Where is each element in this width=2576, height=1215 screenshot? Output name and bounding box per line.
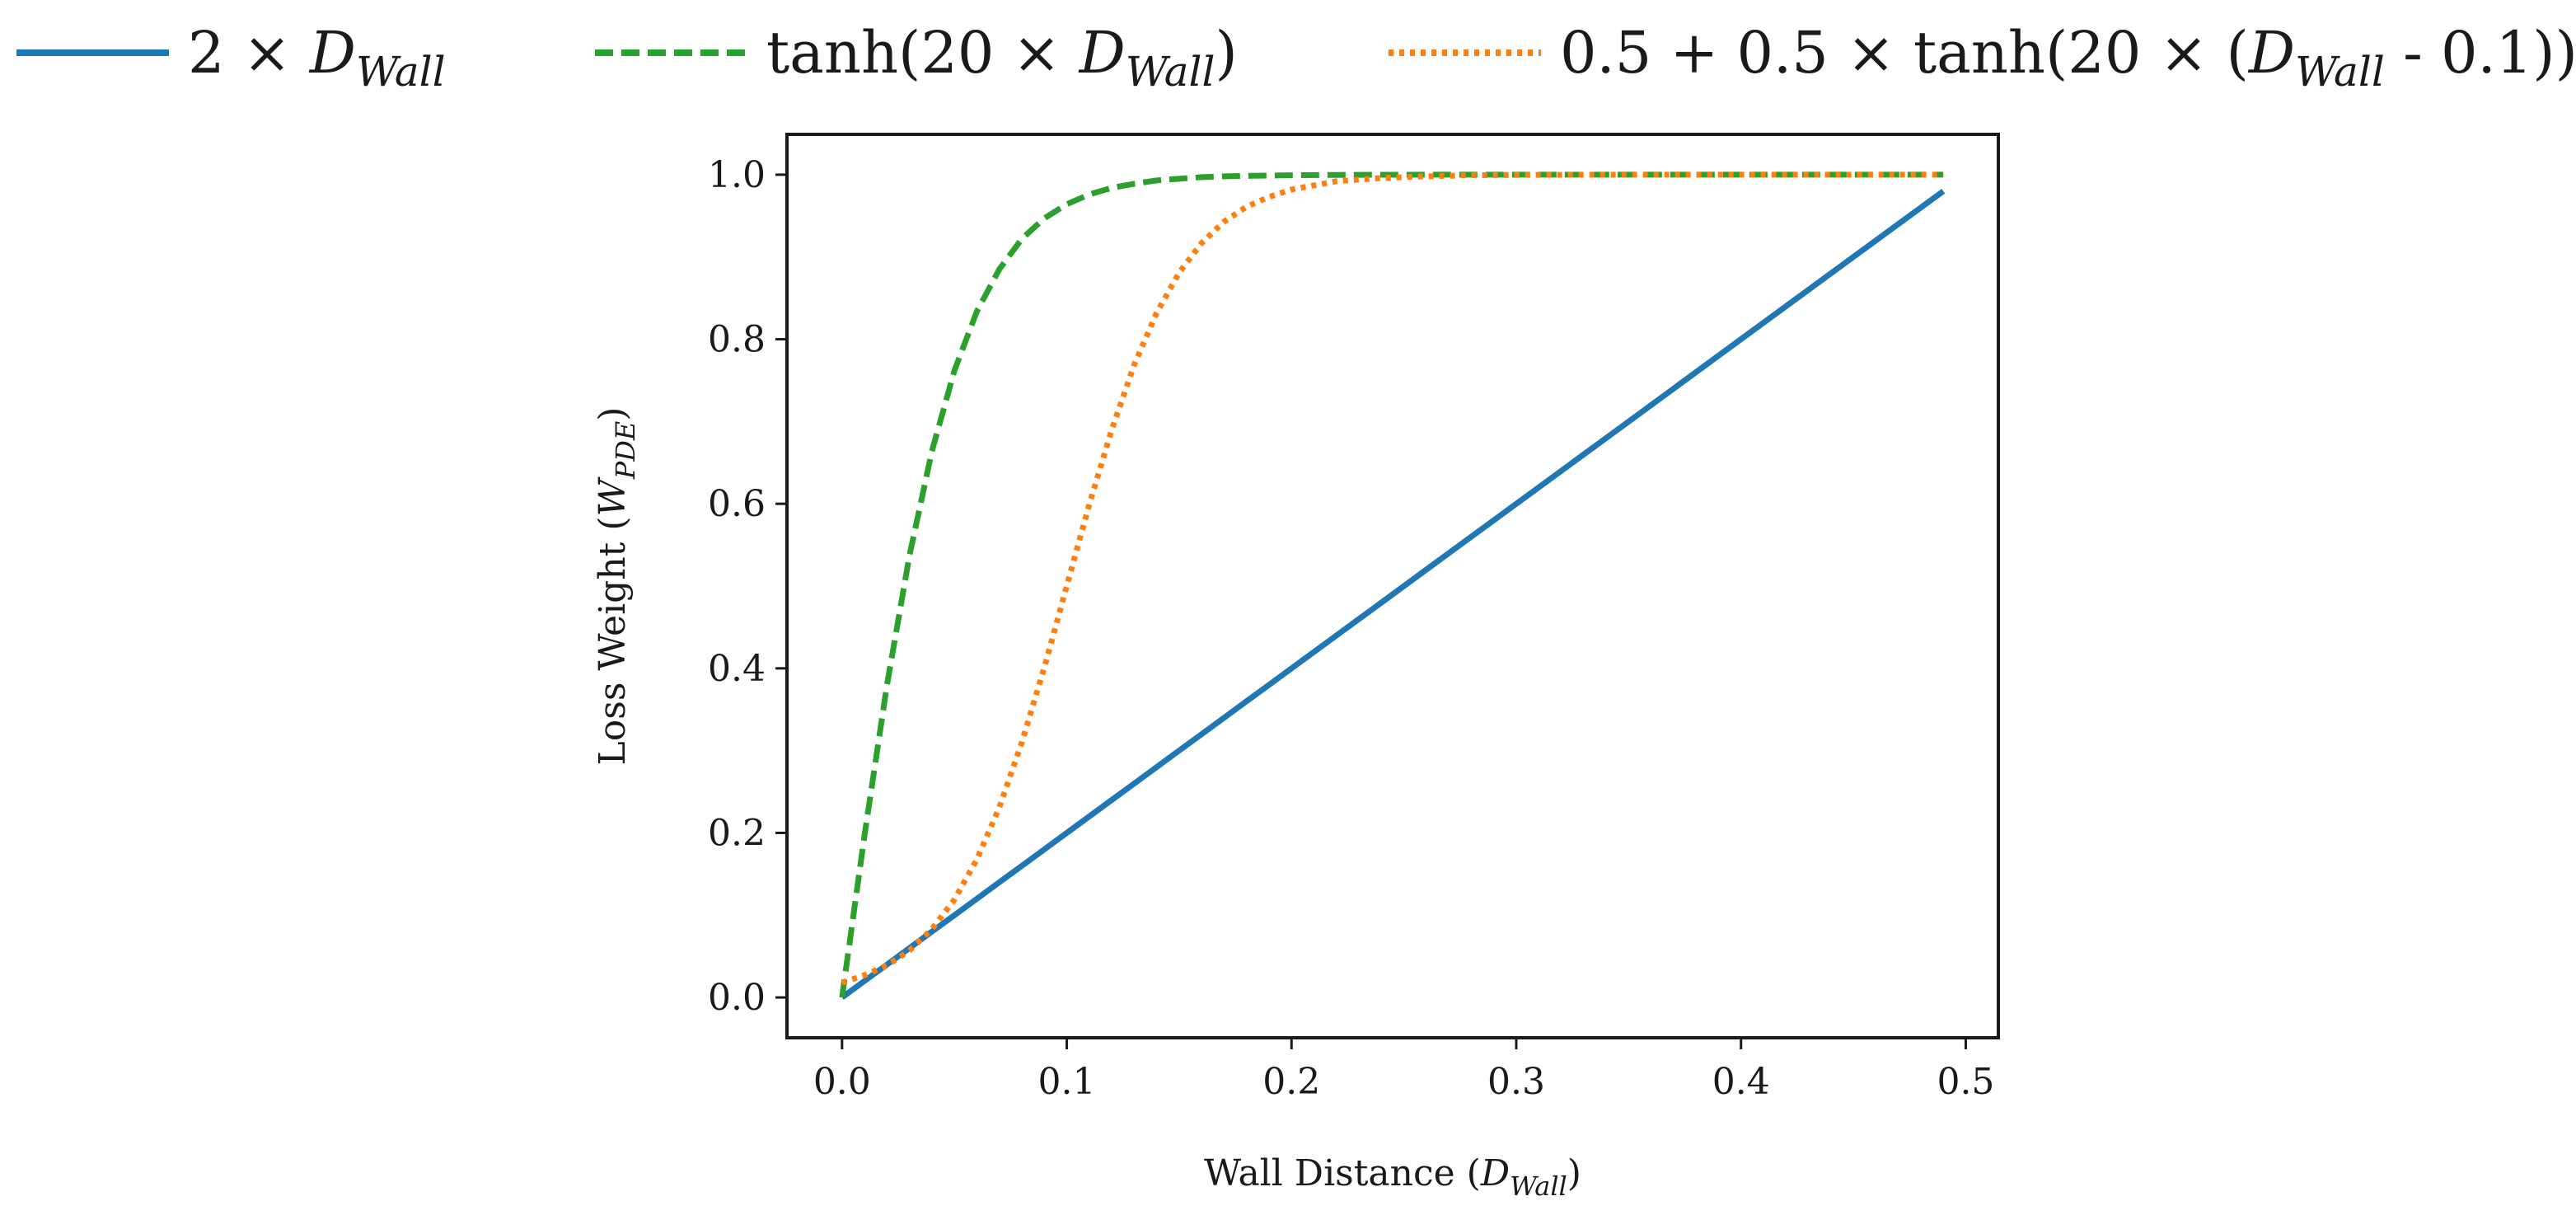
legend-label-post: ) bbox=[1215, 19, 1238, 87]
y-tick-label: 0.2 bbox=[708, 812, 766, 854]
legend-label-var: D bbox=[308, 19, 356, 87]
y-tick-label: 1.0 bbox=[708, 154, 766, 196]
legend-label-pre: 0.5 + 0.5 × tanh(20 × ( bbox=[1560, 19, 2249, 87]
legend-label-var: D bbox=[1078, 19, 1126, 87]
y-axis: 0.0 0.2 0.4 0.6 0.8 1.0 bbox=[708, 154, 787, 1019]
series-layer bbox=[839, 171, 1946, 1000]
y-axis-title-var: W bbox=[592, 476, 634, 517]
y-tick-label: 0.0 bbox=[708, 977, 766, 1019]
y-tick-label: 0.6 bbox=[708, 483, 766, 525]
x-axis-title: Wall Distance (DWall) bbox=[1204, 1152, 1581, 1202]
y-tick-label: 0.4 bbox=[708, 648, 766, 690]
y-axis-title-text: Loss Weight bbox=[592, 542, 634, 765]
x-axis: 0.0 0.1 0.2 0.3 0.4 0.5 bbox=[813, 1038, 1994, 1103]
legend-label-post: - 0.1)) bbox=[2385, 19, 2576, 87]
legend-label-3: 0.5 + 0.5 × tanh(20 × (DWall - 0.1)) bbox=[1560, 19, 2576, 96]
x-axis-title-text: Wall Distance bbox=[1204, 1152, 1455, 1194]
legend-label-sub: Wall bbox=[356, 48, 446, 96]
y-tick-label: 0.8 bbox=[708, 319, 766, 361]
x-tick-label: 0.5 bbox=[1937, 1061, 1994, 1103]
legend-label-pre: 2 × bbox=[188, 19, 310, 87]
x-tick-label: 0.2 bbox=[1262, 1061, 1320, 1103]
legend: 2 × DWall tanh(20 × DWall) 0.5 + 0.5 × tan… bbox=[16, 19, 2576, 96]
y-axis-title: Loss Weight (WPDE) bbox=[592, 407, 641, 766]
legend-label-2: tanh(20 × DWall) bbox=[766, 19, 1238, 96]
legend-label-sub: Wall bbox=[2295, 48, 2385, 96]
legend-label-1: 2 × DWall bbox=[188, 19, 446, 96]
x-axis-title-sub: Wall bbox=[1510, 1170, 1567, 1202]
legend-label-sub: Wall bbox=[1126, 48, 1215, 96]
x-tick-label: 0.3 bbox=[1487, 1061, 1545, 1103]
x-tick-label: 0.4 bbox=[1712, 1061, 1770, 1103]
series-line-1 bbox=[840, 189, 1946, 1000]
legend-label-pre: tanh(20 × bbox=[766, 19, 1080, 87]
x-axis-title-var: D bbox=[1480, 1152, 1510, 1194]
x-tick-label: 0.1 bbox=[1038, 1061, 1096, 1103]
series-line-2 bbox=[839, 171, 1944, 998]
y-axis-title-sub: PDE bbox=[610, 421, 641, 481]
x-axis-title-close: ) bbox=[1567, 1152, 1581, 1194]
plot-frame bbox=[785, 133, 2000, 1039]
legend-label-var: D bbox=[2247, 19, 2295, 87]
x-tick-label: 0.0 bbox=[813, 1061, 871, 1103]
y-axis-title-close: ) bbox=[592, 407, 634, 421]
